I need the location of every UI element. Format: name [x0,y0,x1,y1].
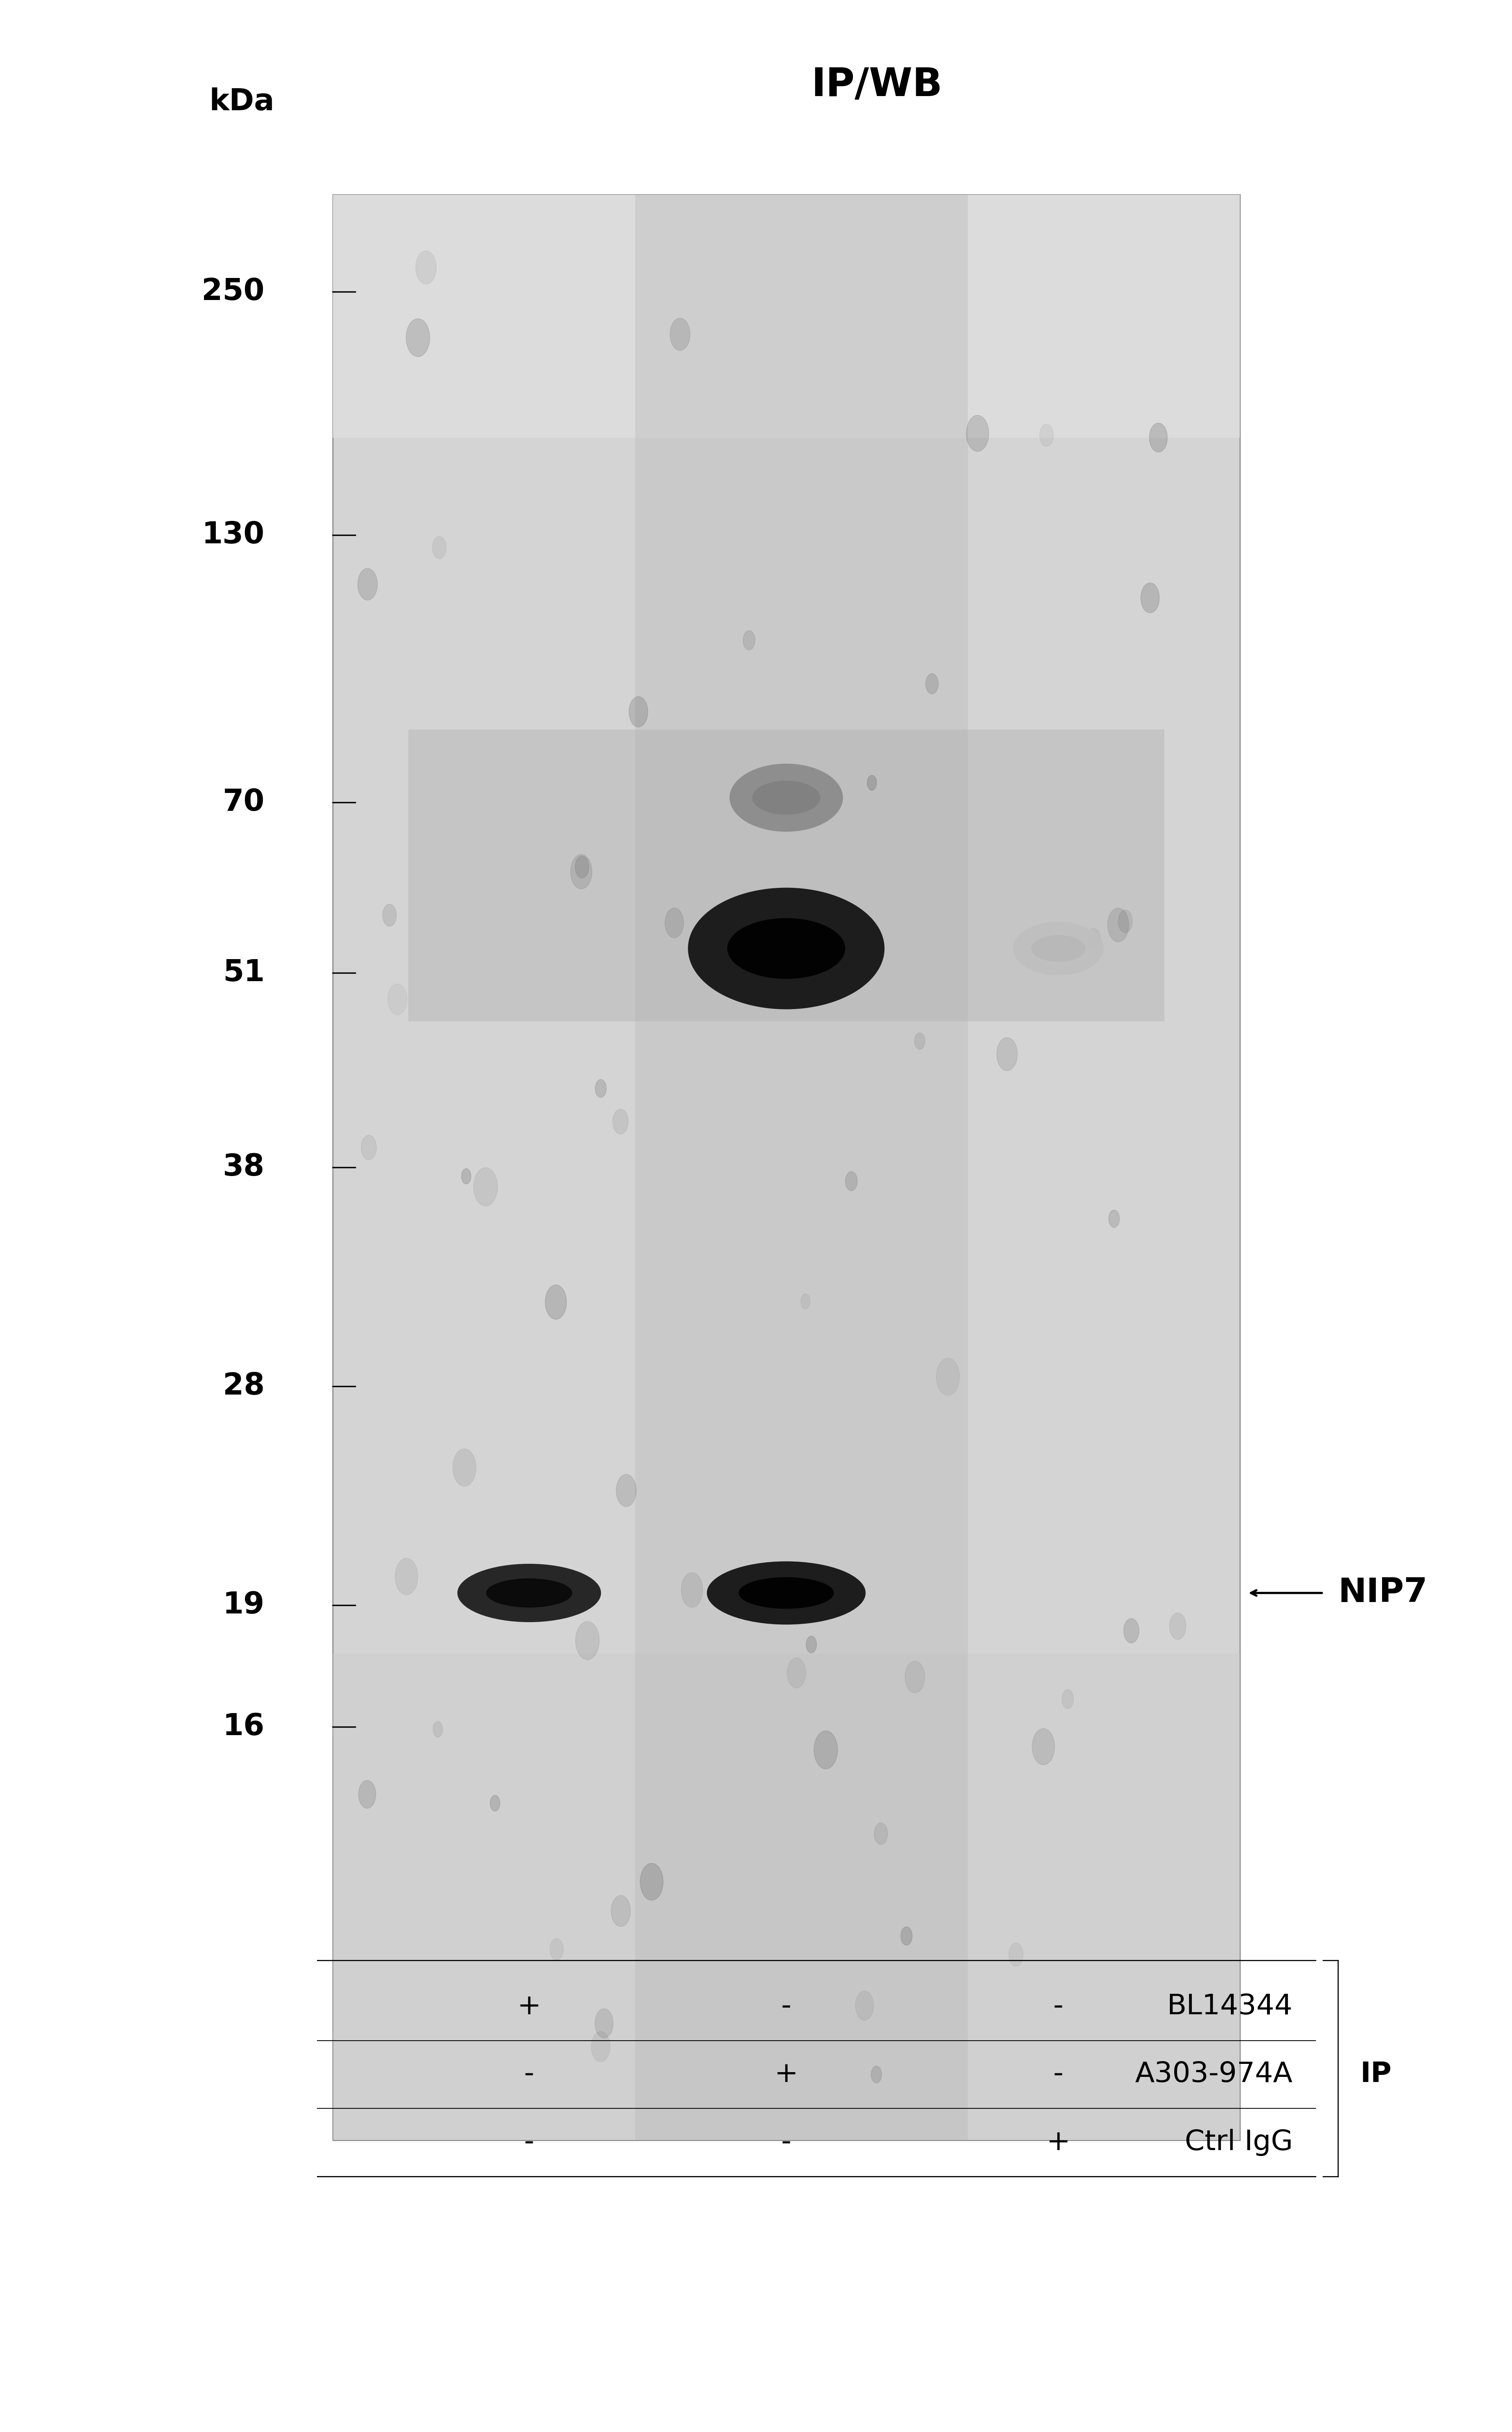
Text: 38: 38 [222,1153,265,1182]
Circle shape [856,1992,874,2021]
Circle shape [575,856,588,878]
Ellipse shape [753,781,821,815]
Circle shape [1123,1617,1139,1644]
Circle shape [629,696,647,727]
Circle shape [925,674,939,693]
Circle shape [361,1136,376,1160]
Circle shape [591,2031,609,2062]
Circle shape [1061,1690,1074,1710]
Circle shape [868,776,877,790]
Circle shape [801,1294,810,1308]
Text: A303-974A: A303-974A [1136,2060,1293,2089]
Circle shape [640,1863,664,1899]
Bar [333,195,1240,438]
Bar [408,730,1164,1021]
Ellipse shape [739,1576,835,1610]
Circle shape [966,416,989,452]
Circle shape [936,1357,960,1396]
Text: 70: 70 [222,788,265,817]
Circle shape [1040,423,1054,447]
Circle shape [570,854,593,888]
Circle shape [452,1449,476,1486]
Circle shape [387,985,407,1014]
Bar [333,1654,1240,2140]
Text: 250: 250 [201,277,265,306]
Circle shape [383,905,396,927]
Ellipse shape [1013,922,1104,975]
Text: -: - [1054,1992,1063,2021]
Text: 19: 19 [222,1591,265,1620]
Circle shape [1169,1612,1185,1639]
Text: 51: 51 [222,958,265,987]
Text: 130: 130 [203,520,265,550]
Circle shape [906,1661,925,1693]
Circle shape [432,537,446,559]
Text: +: + [517,1992,541,2021]
Circle shape [788,1659,806,1688]
Text: IP/WB: IP/WB [812,66,942,105]
Circle shape [576,1622,599,1659]
Circle shape [1149,423,1167,452]
Circle shape [611,1895,631,1926]
Circle shape [594,2009,614,2038]
Text: NIP7: NIP7 [1338,1576,1427,1610]
Circle shape [1108,1211,1119,1228]
Circle shape [795,781,809,805]
Circle shape [874,1824,888,1843]
Ellipse shape [487,1578,572,1608]
Circle shape [813,1732,838,1768]
Text: -: - [525,2060,534,2089]
Circle shape [670,319,689,350]
Text: +: + [1046,2128,1070,2157]
Circle shape [1108,907,1129,941]
Ellipse shape [1031,936,1086,963]
Circle shape [742,630,754,649]
Circle shape [490,1795,500,1812]
Circle shape [612,1109,629,1133]
Circle shape [358,569,378,601]
Circle shape [682,1574,703,1608]
Circle shape [395,1559,417,1595]
Circle shape [461,1167,472,1184]
Circle shape [806,1637,816,1654]
Text: -: - [782,1992,791,2021]
Bar [635,195,968,2140]
Bar [333,195,1240,2140]
Circle shape [407,319,429,358]
Ellipse shape [688,888,885,1009]
Circle shape [1140,584,1160,613]
Ellipse shape [727,919,845,980]
Text: +: + [774,2060,798,2089]
Circle shape [996,1038,1018,1070]
Circle shape [416,250,437,285]
Ellipse shape [708,1561,865,1625]
Text: IP: IP [1361,2060,1391,2089]
Text: Ctrl IgG: Ctrl IgG [1184,2128,1293,2157]
Circle shape [901,1926,912,1946]
Text: -: - [1054,2060,1063,2089]
Circle shape [546,1284,567,1318]
Circle shape [845,1172,857,1192]
Text: -: - [782,2128,791,2157]
Circle shape [358,1780,376,1809]
Text: -: - [525,2128,534,2157]
Circle shape [1009,1943,1024,1967]
Text: BL14344: BL14344 [1167,1992,1293,2021]
Ellipse shape [730,764,844,832]
Circle shape [915,1034,925,1051]
Circle shape [871,2067,881,2084]
Ellipse shape [457,1564,602,1622]
Circle shape [550,1938,564,1960]
Text: 28: 28 [222,1372,265,1401]
Circle shape [432,1722,443,1736]
Circle shape [665,907,683,939]
Circle shape [1119,910,1132,934]
Circle shape [596,1080,606,1097]
Circle shape [1087,929,1101,951]
Circle shape [617,1474,637,1508]
Text: 16: 16 [222,1712,265,1741]
Circle shape [473,1167,497,1206]
Circle shape [1033,1729,1055,1766]
Text: kDa: kDa [209,88,275,117]
